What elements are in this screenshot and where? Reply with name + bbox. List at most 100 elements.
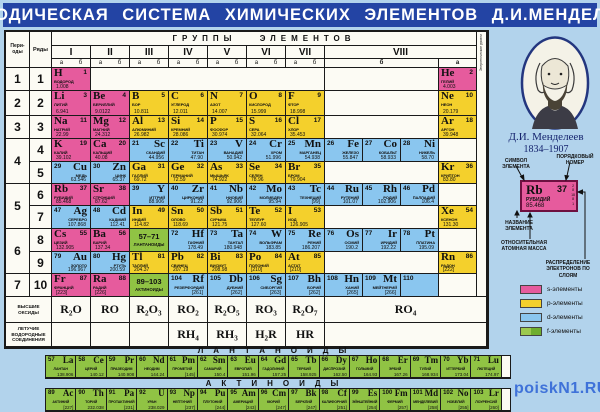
element-mass: 10.811 xyxy=(134,109,149,115)
element-number: 110 xyxy=(403,275,414,282)
element-number: 29 xyxy=(54,163,62,170)
element-name: ЦИРКОНИЙ xyxy=(182,195,204,200)
row-4: 4 xyxy=(30,139,52,162)
element-symbol: Yb xyxy=(456,356,469,365)
element-symbol: Ag xyxy=(73,206,87,217)
element-Pu: Pu 94 ПЛУТОНИЙ [244] xyxy=(197,389,229,411)
element-symbol: Cd xyxy=(111,206,126,217)
element-number: 70 xyxy=(443,357,450,363)
element-number: 84 xyxy=(274,253,282,260)
element-mass: 83.80 xyxy=(443,177,456,183)
element-name: ТОРИЙ xyxy=(85,399,98,404)
element-number: 27 xyxy=(365,140,373,147)
element-number: 49 xyxy=(157,207,165,214)
element-mass: 78.96 xyxy=(251,177,264,183)
element-symbol: Nd xyxy=(153,356,165,365)
element-mass: 162.50 xyxy=(333,372,347,377)
element-mass: 132.905 xyxy=(56,245,75,251)
element-name: РУТЕНИЙ xyxy=(340,195,359,200)
element-symbol: Mt xyxy=(382,274,397,285)
element-mass: 72.59 xyxy=(173,177,186,183)
scientist-name: Д.И. Менделеев xyxy=(508,131,584,143)
element-K: K 19 КАЛИЙ 39.102 xyxy=(52,139,91,162)
empty-cell xyxy=(325,116,439,139)
f-elements-swatch xyxy=(520,326,542,336)
element-Ra: Ra 88 РАДИЙ [226] xyxy=(91,274,130,297)
group-header-VII: VII xyxy=(286,46,325,59)
element-mass: 168.934 xyxy=(421,372,439,377)
element-V: V 23 ВАНАДИЙ 50.942 xyxy=(208,139,247,162)
legend: s-элементы p-элементы d-элементы f-элементы xyxy=(520,282,583,338)
element-number: 77 xyxy=(365,230,373,237)
row-2: 2 xyxy=(30,91,52,116)
element-symbol: Hf xyxy=(191,229,204,240)
element-name: НИКЕЛЬ xyxy=(419,150,435,155)
subgroup-a: а xyxy=(293,60,298,66)
element-number: 65 xyxy=(291,357,298,363)
element-Cm: Cm 96 КЮРИЙ [247] xyxy=(258,389,290,411)
oxide-formula: RO₃ xyxy=(247,297,286,323)
element-symbol: No xyxy=(457,389,469,398)
element-name: ПОЛОНИЙ xyxy=(249,263,269,268)
element-symbol: Na xyxy=(54,116,68,127)
element-symbol: La xyxy=(62,356,74,365)
element-number: 76 xyxy=(327,230,335,237)
element-number: 21 xyxy=(132,140,140,147)
annotation-arrows xyxy=(514,161,586,259)
element-number: 25 xyxy=(288,140,296,147)
element-mass: [244] xyxy=(215,405,226,410)
period-6: 6 xyxy=(6,229,30,274)
element-Au: Au 79 ЗОЛОТО 196.967 xyxy=(52,252,91,274)
element-mass: 95.94 xyxy=(268,199,281,205)
element-number: 105 xyxy=(210,275,221,282)
element-name: ДИСПРОЗИЙ xyxy=(323,366,346,371)
period-7: 7 xyxy=(6,274,30,297)
energy-levels-column: Энергетические уровни xyxy=(477,32,487,297)
element-symbol: Au xyxy=(72,252,87,263)
element-P: P 15 ФОСФОР 30.974 xyxy=(208,116,247,139)
element-name: ПЛУТОНИЙ xyxy=(203,399,223,404)
element-name: РТУТЬ xyxy=(113,263,126,268)
element-mass: [265] xyxy=(346,290,358,296)
element-Ni: Ni 28 НИКЕЛЬ 58.70 xyxy=(401,139,439,162)
element-Dy: Dy 66 ДИСПРОЗИЙ 162.50 xyxy=(319,356,350,378)
group-header-VIII: VIII xyxy=(325,46,477,59)
element-name: ГЕРМАНИЙ xyxy=(171,173,193,178)
element-H: H 1 ВОДОРОД 1.008 xyxy=(52,68,91,91)
element-number: 80 xyxy=(93,253,101,260)
element-name: ПЛАТИНА xyxy=(416,240,435,245)
element-name: ФТОР xyxy=(288,102,299,107)
row-7: 7 xyxy=(30,206,52,229)
element-mass: 121.75 xyxy=(212,222,228,228)
element-Si: Si 14 КРЕМНИЙ 28.086 xyxy=(169,116,208,139)
shell-count: 1 xyxy=(572,201,575,206)
element-Pr: Pr 59 ПРАЗЕОДИМ 140.908 xyxy=(106,356,138,378)
element-Gd: Gd 64 ГАДОЛИНИЙ 157.25 xyxy=(258,356,290,378)
element-symbol: Rb xyxy=(54,184,69,195)
element-Zn: Zn 30 ЦИНК 65.37 xyxy=(91,162,130,184)
periods-column-header: Пери-оды xyxy=(6,32,30,68)
element-Pb: Pb 82 СВИНЕЦ 207.19 xyxy=(169,252,208,274)
element-name: ВОЛЬФРАМ xyxy=(259,240,282,245)
element-number: 103 xyxy=(473,390,484,396)
element-symbol: Er xyxy=(397,356,408,365)
element-number: 109 xyxy=(365,275,376,282)
element-symbol: Ir xyxy=(387,229,397,240)
element-Ho: Ho 67 ГОЛЬМИЙ 164.93 xyxy=(349,356,381,378)
element-name: ВАНАДИЙ xyxy=(223,150,244,155)
element-mass: 127.60 xyxy=(251,222,267,228)
element-Cf: Cf 98 КАЛИФОРНИЙ [251] xyxy=(319,389,350,411)
element-number: 56 xyxy=(118,230,126,237)
element-mass: 30.974 xyxy=(212,132,228,138)
element-W: W 74 ВОЛЬФРАМ 183.85 xyxy=(247,229,286,252)
period-1: 1 xyxy=(6,68,30,91)
element-symbol: Ga xyxy=(132,162,147,173)
element-number: 60 xyxy=(139,357,146,363)
element-name: ТИТАН xyxy=(191,150,204,155)
element-name: МАРГАНЕЦ xyxy=(299,150,322,155)
element-name: СЕРА xyxy=(249,127,260,132)
element-symbol: Th xyxy=(92,389,104,398)
element-mass: 91.22 xyxy=(190,199,203,205)
element-mass: 24.312 xyxy=(95,132,111,138)
element-Tl: Tl 81 ТАЛЛИЙ 204.37 xyxy=(130,252,169,274)
